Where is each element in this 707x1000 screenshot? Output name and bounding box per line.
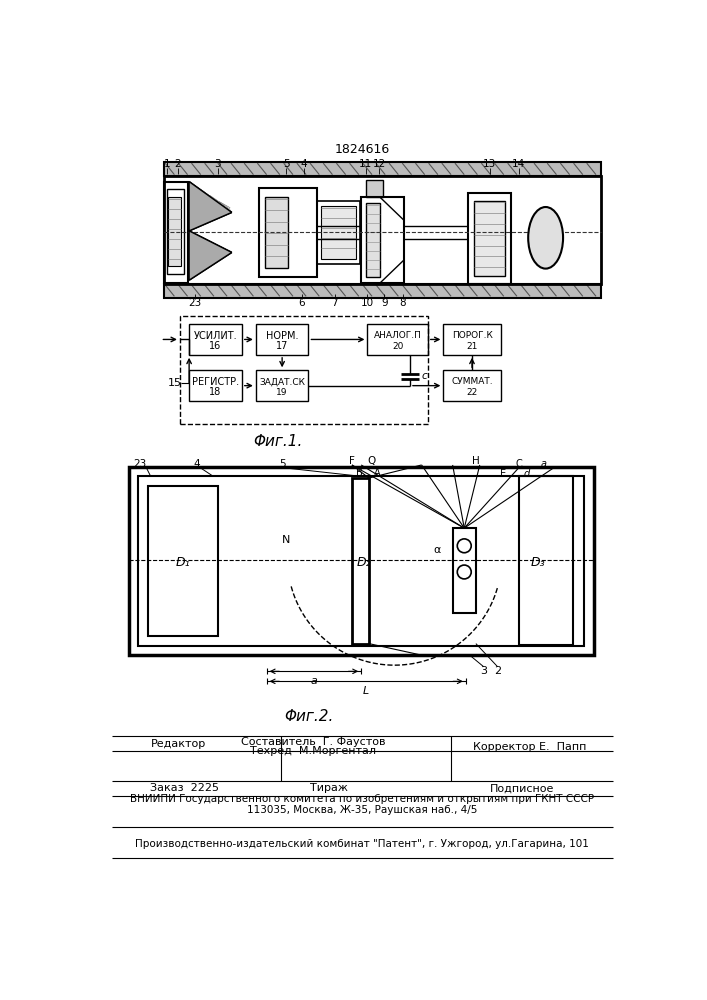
Bar: [148, 486, 218, 636]
Text: Тираж: Тираж: [310, 783, 348, 793]
Bar: [366, 180, 383, 197]
Bar: [468, 193, 510, 284]
Text: 15: 15: [168, 378, 182, 388]
Text: АНАЛОГ.П: АНАЛОГ.П: [374, 331, 421, 340]
Ellipse shape: [528, 207, 563, 269]
Bar: [317, 201, 360, 264]
Text: H: H: [472, 456, 480, 466]
Text: 2: 2: [174, 159, 181, 169]
Text: D₁: D₁: [175, 556, 190, 569]
Text: 4: 4: [194, 459, 200, 469]
Text: 12: 12: [373, 159, 385, 169]
Text: N: N: [282, 535, 290, 545]
Text: 18: 18: [209, 387, 221, 397]
Text: 6: 6: [298, 298, 305, 308]
Text: Производственно-издательский комбинат "Патент", г. Ужгород, ул.Гагарина, 101: Производственно-издательский комбинат "П…: [135, 839, 589, 849]
Text: B: B: [356, 468, 363, 478]
Text: 3: 3: [480, 666, 487, 676]
Text: 23: 23: [134, 459, 147, 469]
Text: 10: 10: [361, 298, 374, 308]
Bar: [189, 370, 242, 401]
Text: Φиг.1.: Φиг.1.: [254, 434, 303, 449]
Bar: [361, 197, 404, 283]
Bar: [163, 284, 602, 298]
Bar: [474, 201, 506, 276]
Bar: [168, 197, 180, 266]
Text: L: L: [363, 686, 369, 696]
Bar: [256, 370, 308, 401]
Text: 11: 11: [359, 159, 373, 169]
Text: 2: 2: [494, 666, 501, 676]
Text: 21: 21: [467, 342, 478, 351]
Polygon shape: [189, 182, 232, 231]
Text: c: c: [421, 371, 427, 381]
Text: Заказ  2225: Заказ 2225: [151, 783, 219, 793]
Bar: [259, 188, 317, 277]
Text: РЕГИСТР.: РЕГИСТР.: [192, 377, 239, 387]
Text: Редактор: Редактор: [151, 739, 206, 749]
Bar: [167, 189, 184, 274]
Bar: [180, 316, 428, 424]
Text: 7: 7: [332, 298, 338, 308]
Bar: [352, 478, 369, 644]
Bar: [518, 476, 573, 645]
Bar: [443, 370, 501, 401]
Bar: [321, 206, 356, 259]
Bar: [265, 197, 288, 268]
Text: 5: 5: [279, 459, 286, 469]
Bar: [189, 324, 242, 355]
Text: 20: 20: [392, 342, 403, 351]
Bar: [256, 324, 308, 355]
Text: ЗАДАТ.СК: ЗАДАТ.СК: [259, 377, 305, 386]
Text: ПОРОГ.К: ПОРОГ.К: [452, 331, 493, 340]
Text: A: A: [374, 468, 381, 478]
Bar: [129, 466, 594, 655]
Text: 16: 16: [209, 341, 221, 351]
Text: 5: 5: [283, 159, 289, 169]
Text: 113035, Москва, Ж-35, Раушская наб., 4/5: 113035, Москва, Ж-35, Раушская наб., 4/5: [247, 805, 477, 815]
Text: a: a: [541, 459, 547, 469]
Text: Φиг.2.: Φиг.2.: [284, 709, 334, 724]
Text: 9: 9: [381, 298, 387, 308]
Text: Составитель  Г. Фаустов: Составитель Г. Фаустов: [241, 737, 385, 747]
Text: НОРМ.: НОРМ.: [266, 331, 298, 341]
Text: 1: 1: [164, 159, 170, 169]
Text: a: a: [310, 676, 317, 686]
Text: 19: 19: [276, 388, 288, 397]
Text: 4: 4: [300, 159, 307, 169]
Text: 23: 23: [189, 298, 202, 308]
Bar: [443, 324, 501, 355]
Bar: [452, 528, 476, 613]
Text: F: F: [349, 456, 355, 466]
Text: 17: 17: [276, 341, 288, 351]
Text: E: E: [500, 469, 506, 479]
Text: C: C: [515, 459, 522, 469]
Text: 14: 14: [512, 159, 525, 169]
Bar: [138, 476, 585, 646]
Text: ВНИИПИ Государственного комитета по изобретениям и открытиям при ГКНТ СССР: ВНИИПИ Государственного комитета по изоб…: [130, 794, 594, 804]
Text: Подписное: Подписное: [490, 783, 554, 793]
Text: α: α: [433, 545, 440, 555]
Text: Q: Q: [367, 456, 375, 466]
Text: СУММАТ.: СУММАТ.: [452, 377, 493, 386]
Text: D₃: D₃: [530, 556, 545, 569]
Text: D₂: D₂: [356, 556, 370, 569]
Text: 22: 22: [467, 388, 478, 397]
Bar: [366, 203, 380, 277]
Bar: [163, 182, 188, 283]
Bar: [163, 162, 602, 176]
Bar: [368, 324, 428, 355]
Text: Техред  М.Моргентал: Техред М.Моргентал: [250, 746, 376, 756]
Bar: [163, 176, 602, 284]
Text: 3: 3: [214, 159, 221, 169]
Text: Корректор Е.  Папп: Корректор Е. Папп: [474, 742, 587, 752]
Text: 8: 8: [399, 298, 407, 308]
Polygon shape: [189, 231, 232, 280]
Text: d: d: [523, 469, 530, 479]
Text: УСИЛИТ.: УСИЛИТ.: [194, 331, 238, 341]
Text: 1824616: 1824616: [334, 143, 390, 156]
Text: 13: 13: [483, 159, 496, 169]
